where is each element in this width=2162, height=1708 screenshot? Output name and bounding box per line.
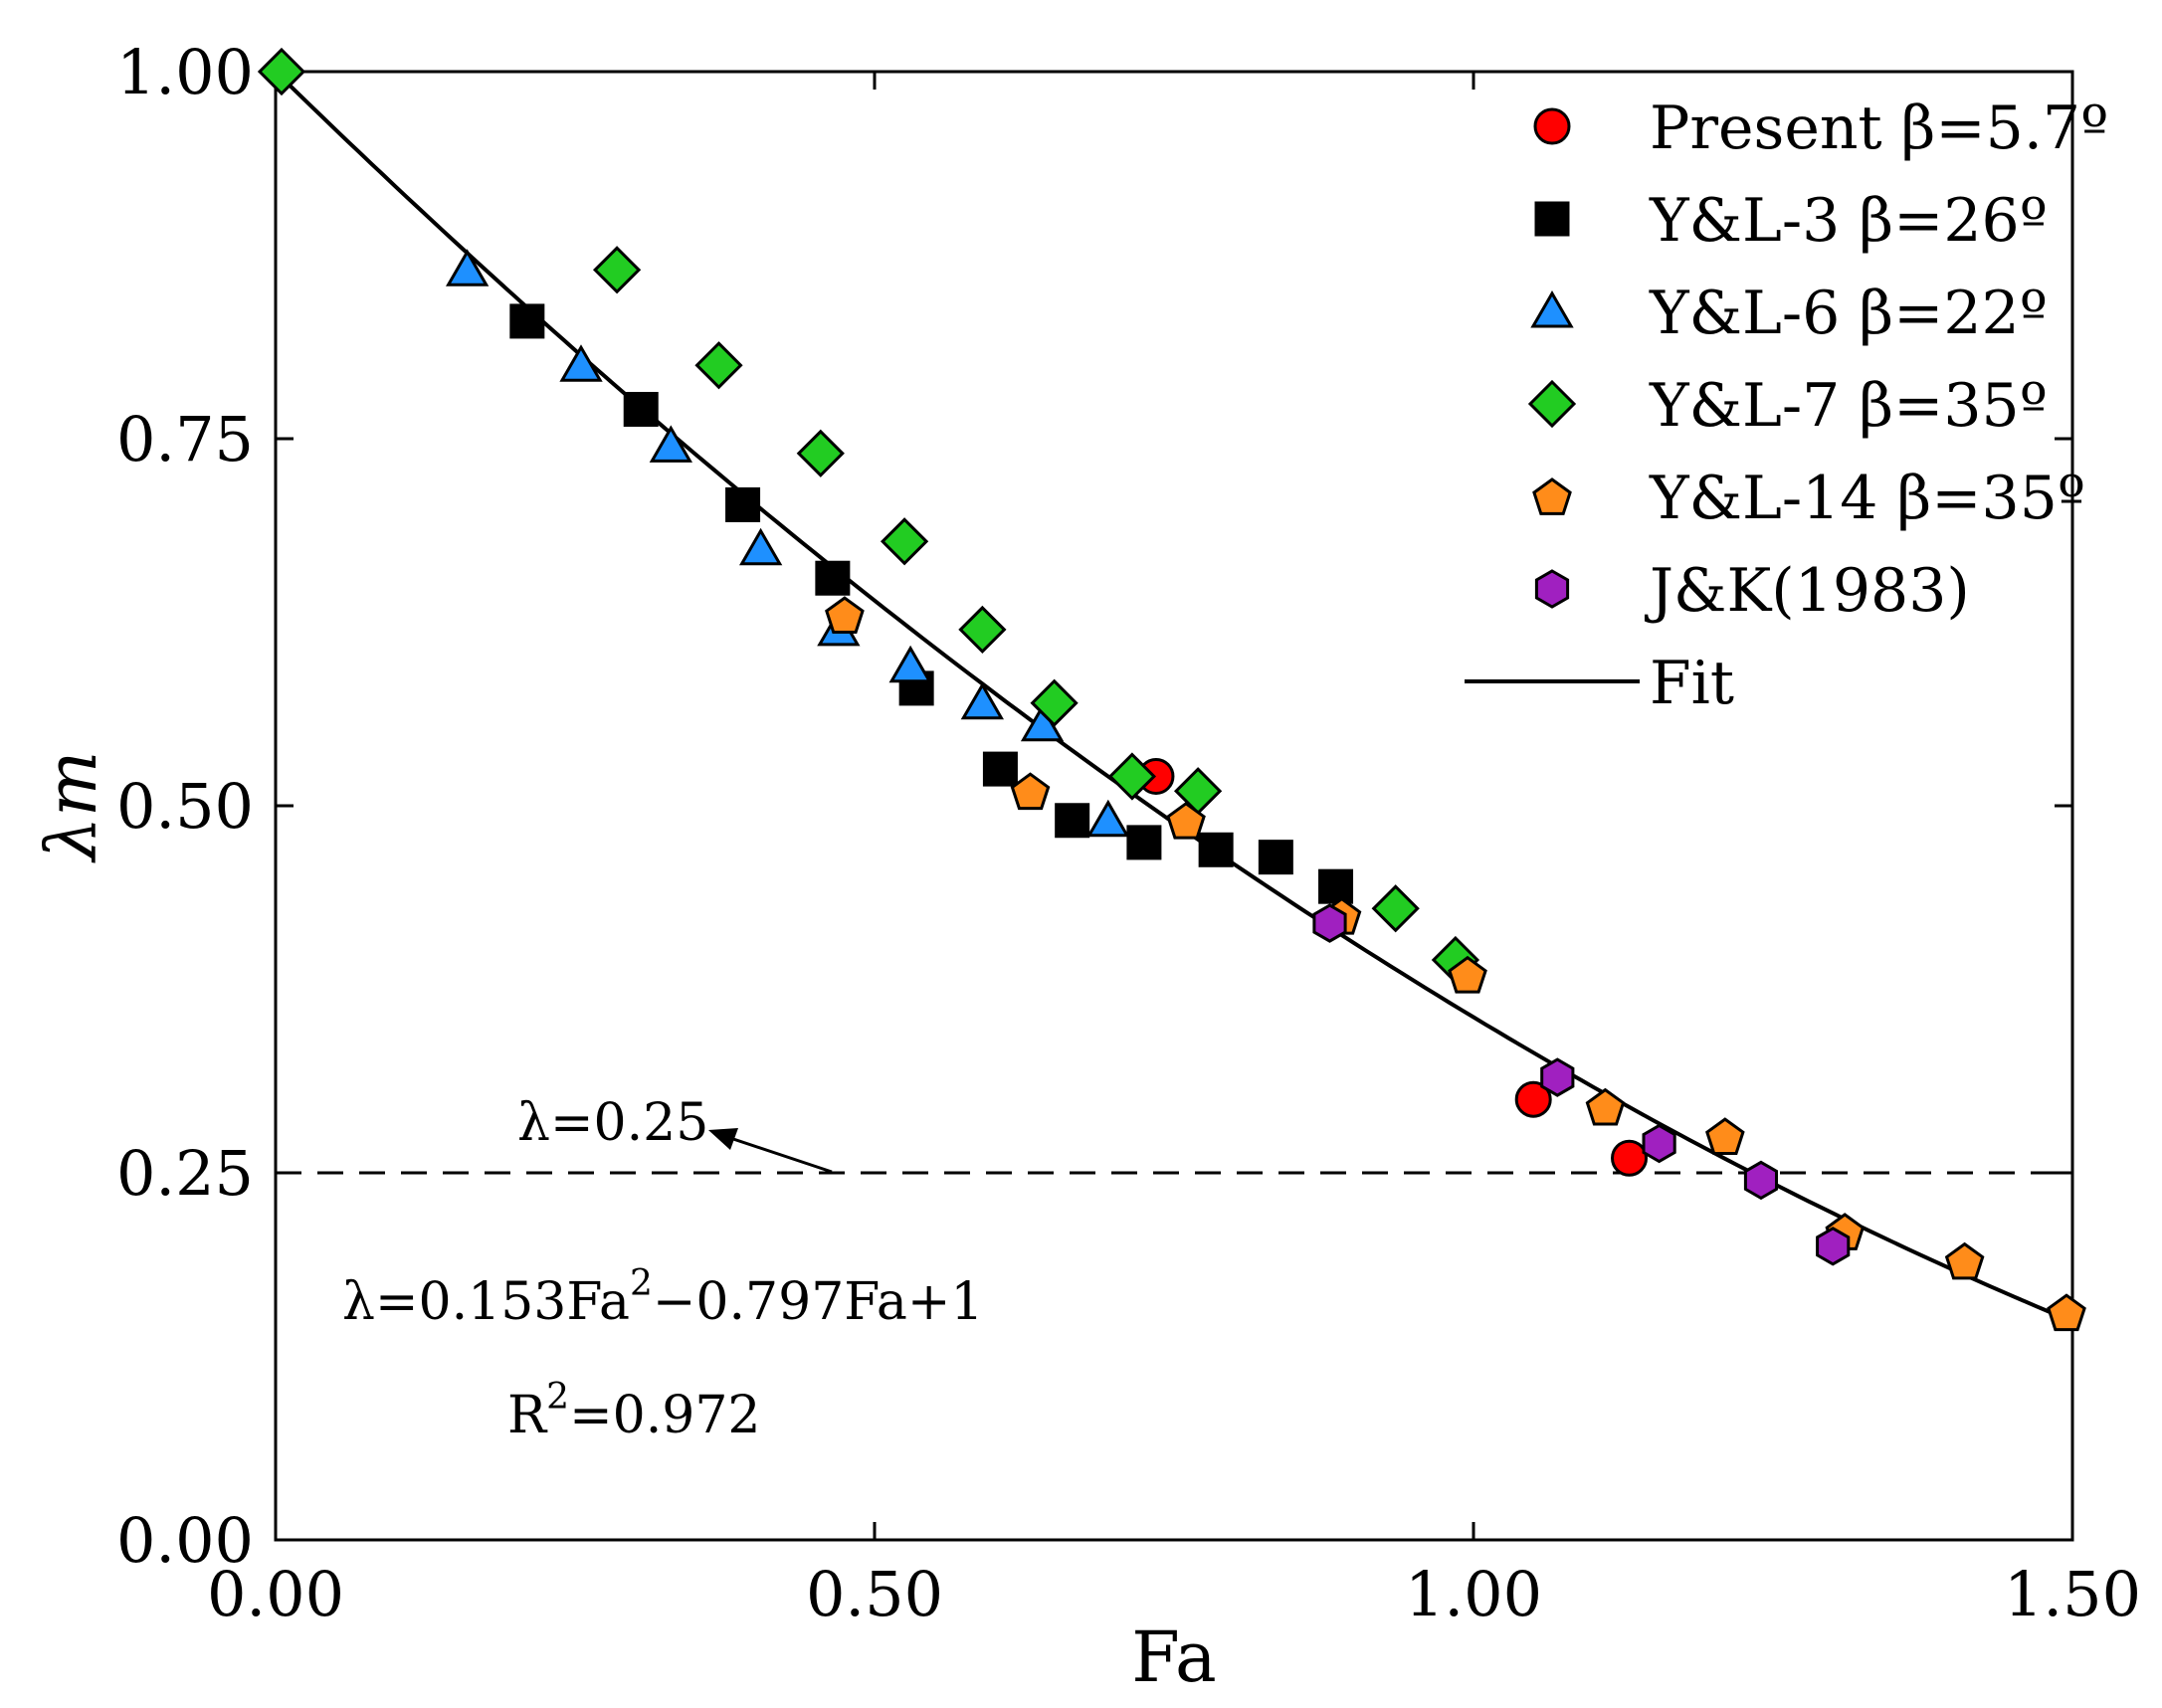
y-tick-label: 1.00 <box>116 36 254 108</box>
data-point-hexagon <box>1642 1123 1676 1164</box>
fit-equation: λ=0.153Fa2−0.797Fa+1 <box>342 1263 984 1332</box>
data-point-pentagon <box>2047 1293 2086 1332</box>
data-point-pentagon <box>1944 1241 1985 1280</box>
legend-label: Y&L-3 β=26º <box>1649 186 2048 256</box>
legend-marker-triangle <box>1530 290 1574 328</box>
data-point-pentagon <box>1010 772 1051 811</box>
data-point-square <box>815 560 851 596</box>
data-point-square <box>725 486 761 522</box>
data-point-square <box>1318 868 1354 904</box>
y-tick-label: 0.75 <box>116 403 254 475</box>
x-tick-label: 1.50 <box>2004 1558 2141 1630</box>
data-point-diamond <box>592 246 642 294</box>
data-points <box>257 47 2086 1332</box>
data-point-circle <box>1611 1139 1649 1177</box>
data-point-pentagon <box>825 596 865 634</box>
x-tick-label: 1.00 <box>1405 1558 1542 1630</box>
data-point-square <box>982 751 1018 787</box>
y-axis-title: λm <box>31 751 112 864</box>
legend: Present β=5.7º Y&L-3 β=26º Y&L-6 β=22º Y&L-… <box>1465 94 2108 718</box>
y-tick-label: 0.00 <box>116 1504 254 1577</box>
legend-marker-hexagon <box>1534 569 1570 609</box>
data-point-pentagon <box>1448 955 1487 994</box>
data-point-pentagon <box>1705 1117 1745 1155</box>
lambda-threshold-label: λ=0.25 <box>517 1093 708 1153</box>
x-tick-label: 0.50 <box>806 1558 943 1630</box>
data-point-diamond <box>958 605 1007 655</box>
data-point-pentagon <box>1166 801 1206 840</box>
annotations: λ=0.25 λ=0.153Fa2−0.797Fa+1 R2=0.972 <box>342 1093 984 1445</box>
legend-label: Present β=5.7º <box>1650 94 2108 163</box>
reference-arrow-shaft <box>717 1132 833 1174</box>
data-point-diamond <box>880 517 929 566</box>
data-point-square <box>1198 832 1234 867</box>
y-tick-label: 0.25 <box>116 1137 254 1210</box>
axes: 0.00 0.50 1.00 1.50 0.00 0.25 0.50 0.75 1.00 Fa λm <box>31 36 2141 1698</box>
data-point-diamond <box>257 47 306 96</box>
legend-label: Y&L-7 β=35º <box>1649 371 2048 441</box>
data-point-triangle <box>960 681 1004 720</box>
data-point-circle <box>1514 1080 1552 1118</box>
legend-label: J&K(1983) <box>1644 556 1970 626</box>
data-point-diamond <box>796 429 845 477</box>
x-axis-title: Fa <box>1131 1616 1217 1698</box>
data-point-diamond <box>1371 884 1420 933</box>
data-point-diamond <box>1030 678 1079 727</box>
data-point-square <box>1258 840 1293 875</box>
data-point-square <box>509 303 545 339</box>
legend-marker-circle <box>1533 107 1571 145</box>
reference-line-group <box>276 1128 2072 1175</box>
data-point-hexagon <box>1312 903 1347 943</box>
data-point-pentagon <box>1585 1087 1626 1126</box>
data-point-hexagon <box>1743 1160 1778 1201</box>
data-point-square <box>1055 803 1090 839</box>
legend-marker-square <box>1534 201 1570 237</box>
x-tick-label: 0.00 <box>207 1558 344 1630</box>
data-point-triangle <box>1086 799 1130 838</box>
y-tick-label: 0.50 <box>116 770 254 843</box>
legend-label: Y&L-6 β=22º <box>1649 279 2048 348</box>
data-point-diamond <box>694 341 743 390</box>
data-point-diamond <box>1107 752 1157 801</box>
data-point-square <box>1126 825 1162 860</box>
reference-arrow-head <box>708 1128 738 1150</box>
data-point-triangle <box>446 249 490 286</box>
data-point-triangle <box>739 527 783 566</box>
data-point-hexagon <box>1540 1057 1575 1097</box>
legend-marker-pentagon <box>1532 477 1572 515</box>
data-point-triangle <box>649 425 693 463</box>
data-point-triangle <box>559 344 603 382</box>
data-point-hexagon <box>1816 1227 1851 1266</box>
r-squared-label: R2=0.972 <box>507 1377 761 1445</box>
legend-marker-diamond <box>1527 379 1577 429</box>
data-point-triangle <box>888 645 932 683</box>
legend-label-fit: Fit <box>1650 649 1734 718</box>
data-point-square <box>623 391 659 427</box>
legend-label: Y&L-14 β=35º <box>1649 464 2085 533</box>
